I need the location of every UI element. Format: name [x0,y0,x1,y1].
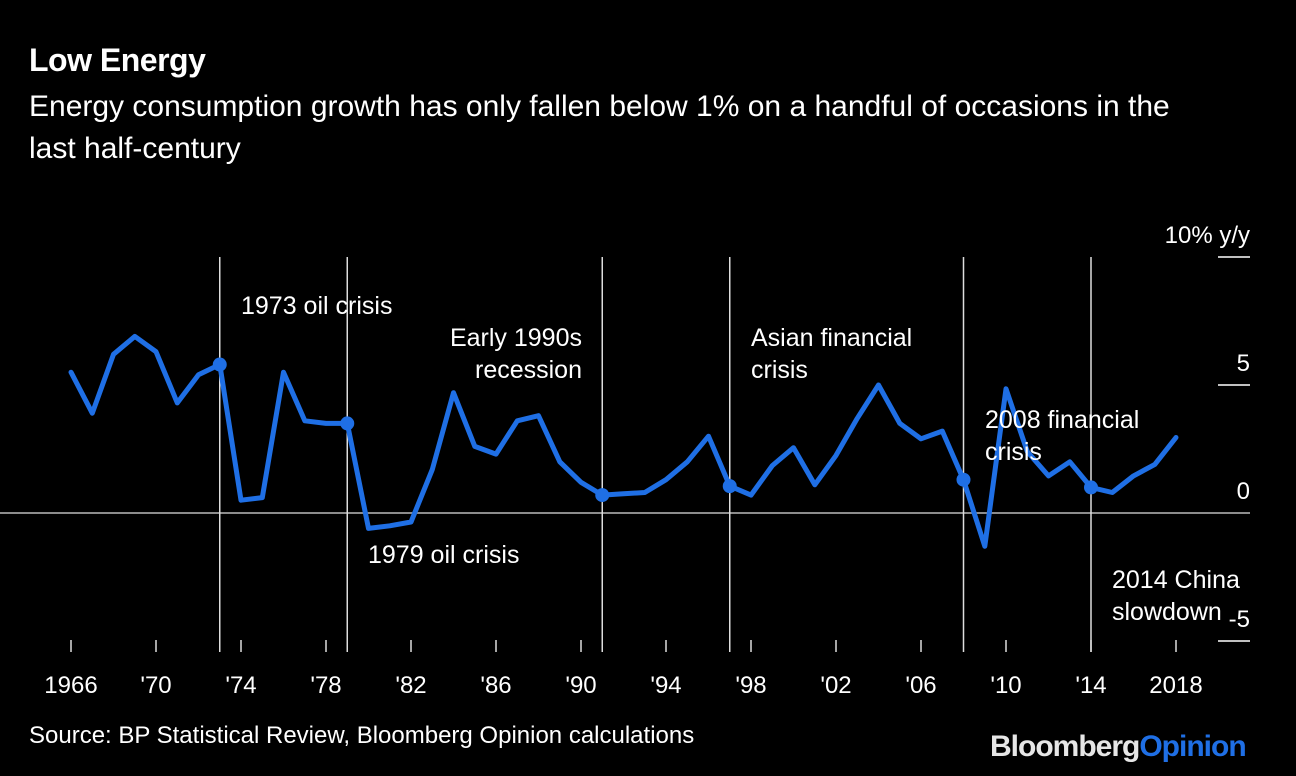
series-line [68,333,1179,549]
chart-subtitle: Energy consumption growth has only falle… [29,90,1170,165]
x-tick-label: '74 [225,672,256,699]
x-tick-label: 2018 [1149,672,1202,699]
x-tick-label: '78 [310,672,341,699]
y-tick-label: 5 [1237,350,1250,377]
event-point-1973 [212,357,227,372]
x-tick-label: '06 [905,672,936,699]
annotation-1973: 1973 oil crisis [241,292,392,320]
annotation-1979: 1979 oil crisis [368,541,519,569]
annotation-1997: crisis [751,356,808,384]
annotation-2008: 2008 financial [985,406,1139,434]
y-tick-label: 0 [1237,478,1250,505]
brand-bloomberg: Bloomberg [990,730,1140,763]
brand-opinion: Opinion [1139,730,1246,763]
y-tick-label: -5 [1229,606,1250,633]
event-point-1997 [722,479,737,494]
event-point-1979 [340,416,355,431]
x-tick-label: '70 [140,672,171,699]
x-tick-label: '98 [735,672,766,699]
source-note: Source: BP Statistical Review, Bloomberg… [29,722,695,749]
y-tick-label: 10% y/y [1165,222,1250,249]
x-tick-label: 1966 [44,672,97,699]
annotation-1997: Asian financial [751,324,912,352]
annotation-1991: recession [475,356,582,384]
x-tick-label: '86 [480,672,511,699]
event-point-1991 [595,488,610,503]
bloomberg-opinion-logo: BloombergOpinion [990,730,1247,764]
annotation-2008: crisis [985,438,1042,466]
x-tick-label: '14 [1075,672,1106,699]
x-tick-label: '10 [990,672,1021,699]
x-tick-label: '02 [820,672,851,699]
event-point-2014 [1084,480,1098,495]
x-tick-label: '82 [395,672,426,699]
annotation-2014: 2014 China [1112,566,1240,594]
event-point-2008 [956,472,971,487]
x-tick-label: '94 [650,672,681,699]
annotation-1991: Early 1990s [450,324,582,352]
chart-title: Low Energy [29,42,206,78]
annotation-2014: slowdown [1112,598,1222,626]
x-tick-label: '90 [565,672,596,699]
